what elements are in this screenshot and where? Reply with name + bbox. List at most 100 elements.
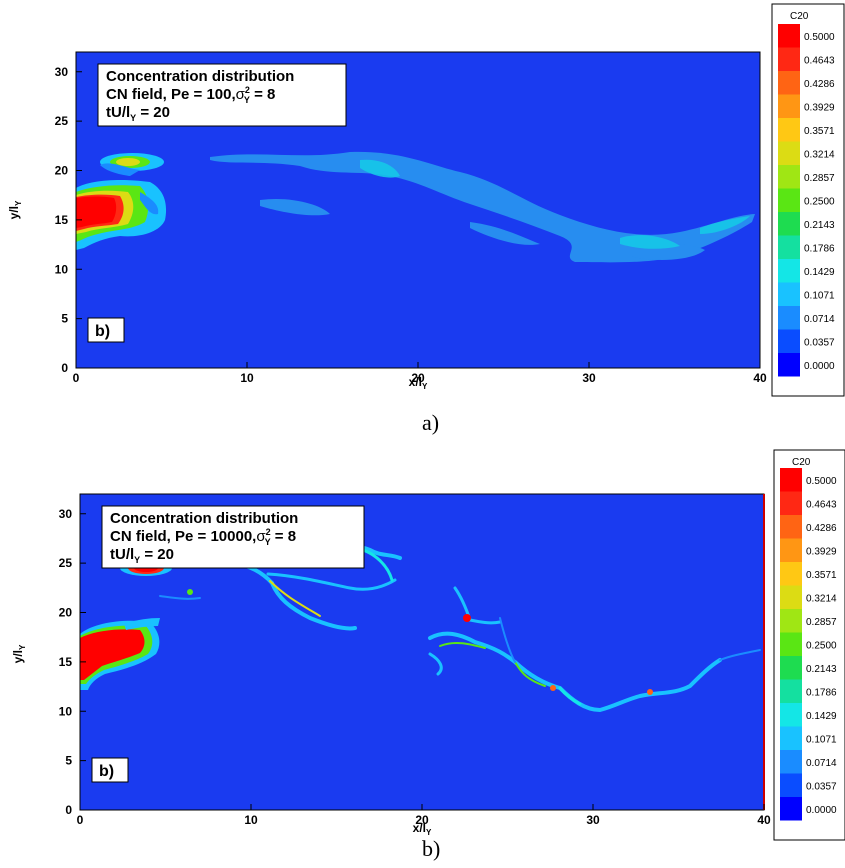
legend-label: 0.4286: [804, 79, 835, 90]
legend-swatch: [780, 585, 802, 609]
legend-swatch: [778, 329, 800, 353]
panel-tag-a: b): [87, 317, 125, 343]
panel-a: Concentration distribution CN field, Pe …: [7, 3, 845, 397]
y-tick-label: 30: [55, 65, 69, 79]
legend-label: 0.4643: [806, 499, 837, 510]
legend-swatch: [780, 562, 802, 586]
y-tick-label: 20: [55, 164, 69, 178]
legend-swatch: [780, 703, 802, 727]
legend-label: 0.0714: [806, 758, 837, 769]
legend-label: 0.5000: [806, 476, 837, 487]
legend-label: 0.3929: [804, 102, 835, 113]
legend-swatch: [780, 773, 802, 797]
x-axis-b: 0 10 20 30 40: [77, 804, 771, 827]
annotation-box-b: Concentration distribution CN field, Pe …: [101, 505, 365, 569]
y-tick-label: 15: [59, 655, 73, 669]
y-tick-label: 10: [59, 704, 73, 718]
annotation-box-a: Concentration distribution CN field, Pe …: [97, 63, 347, 127]
svg-text:b): b): [95, 323, 110, 340]
legend-swatch: [778, 118, 800, 142]
legend-label: 0.0357: [804, 337, 835, 348]
legend-label: 0.3571: [806, 570, 837, 581]
legend-label: 0.5000: [804, 32, 835, 43]
y-tick-label: 0: [61, 361, 68, 375]
legend-label: 0.2143: [806, 664, 837, 675]
x-tick-label: 40: [753, 371, 767, 385]
time-label-subscript: Y: [130, 113, 136, 123]
legend-label: 0.3929: [806, 546, 837, 557]
legend-swatch: [778, 165, 800, 189]
x-axis-label: x/lY: [413, 821, 432, 837]
legend-label: 0.1786: [804, 243, 835, 254]
legend-label: 0.1071: [804, 290, 835, 301]
legend-swatch: [780, 679, 802, 703]
svg-text:tU/lY = 20: tU/lY = 20: [106, 104, 170, 123]
concentration-field-a: [76, 52, 760, 368]
caption-b: b): [422, 836, 441, 861]
svg-text:tU/lY = 20: tU/lY = 20: [110, 546, 174, 565]
panel-b: Concentration distribution CN field, Pe …: [11, 449, 845, 841]
y-tick-label: 25: [55, 114, 69, 128]
legend-label: 0.3571: [804, 126, 835, 137]
x-tick-label: 0: [77, 813, 84, 827]
legend-label: 0.1429: [804, 267, 835, 278]
legend-swatch: [780, 468, 802, 492]
x-axis-label: x/lY: [409, 375, 428, 391]
x-axis-a: 0 10 20 30 40: [73, 362, 767, 385]
y-tick-label: 30: [59, 507, 73, 521]
legend-label: 0.2857: [806, 617, 837, 628]
legend-swatch: [778, 94, 800, 118]
y-tick-label: 15: [55, 213, 69, 227]
sigma-value: = 8: [250, 86, 275, 103]
legend-swatch: [780, 515, 802, 539]
legend-swatch: [778, 188, 800, 212]
legend-swatch: [780, 726, 802, 750]
sigma-subscript: Y: [244, 95, 250, 105]
legend-label: 0.1429: [806, 711, 837, 722]
svg-text:Concentration distribution: Concentration distribution: [110, 510, 298, 527]
svg-text:CN field, Pe = 100,σ2Y = 8: CN field, Pe = 100,σ2 Y = 8: [106, 85, 275, 105]
legend-label: 0.3214: [804, 149, 835, 160]
legend-label: 0.0714: [804, 314, 835, 325]
legend-swatch: [780, 632, 802, 656]
legend-swatch: [778, 141, 800, 165]
legend-swatch: [778, 235, 800, 259]
legend-swatch: [778, 282, 800, 306]
legend-swatch: [780, 750, 802, 774]
annotation-line2: CN field, Pe = 100,: [106, 86, 236, 103]
legend-swatch: [778, 24, 800, 48]
legend-swatch: [780, 609, 802, 633]
legend-label: 0.2857: [804, 173, 835, 184]
x-tick-label: 0: [73, 371, 80, 385]
legend-label: 0.4643: [804, 55, 835, 66]
legend-swatch: [780, 797, 802, 821]
x-tick-label: 30: [586, 813, 600, 827]
y-tick-label: 5: [61, 312, 68, 326]
legend-title: C20: [792, 457, 811, 468]
legend-swatch: [778, 259, 800, 283]
legend-swatch: [780, 656, 802, 680]
svg-text:b): b): [99, 763, 114, 780]
legend-label: 0.4286: [806, 523, 837, 534]
panel-tag-b: b): [91, 757, 129, 783]
x-tick-label: 20: [411, 371, 425, 385]
legend-label: 0.2143: [804, 220, 835, 231]
annotation-line1: Concentration distribution: [106, 68, 294, 85]
caption-a: a): [422, 410, 440, 435]
x-tick-label: 20: [415, 813, 429, 827]
legend-swatch: [778, 212, 800, 236]
legend-label: 0.1786: [806, 687, 837, 698]
time-value: = 20: [136, 104, 170, 121]
legend-swatch: [778, 47, 800, 71]
y-tick-label: 10: [55, 262, 69, 276]
y-tick-label: 0: [65, 803, 72, 817]
x-tick-label: 10: [240, 371, 254, 385]
legend-a: C20 0.5000 0.4643 0.4286 0.3929 0.3571 0.3214…: [771, 3, 845, 397]
legend-label: 0.0000: [806, 805, 837, 816]
legend-label: 0.2500: [806, 640, 837, 651]
y-tick-label: 25: [59, 556, 73, 570]
legend-label: 0.3214: [806, 593, 837, 604]
legend-swatch: [778, 306, 800, 330]
y-axis-b: 0 5 10 15 20 25 30: [59, 507, 86, 817]
legend-b: C20 0.5000 0.4643 0.4286 0.3929 0.3571 0.3214…: [773, 449, 845, 841]
